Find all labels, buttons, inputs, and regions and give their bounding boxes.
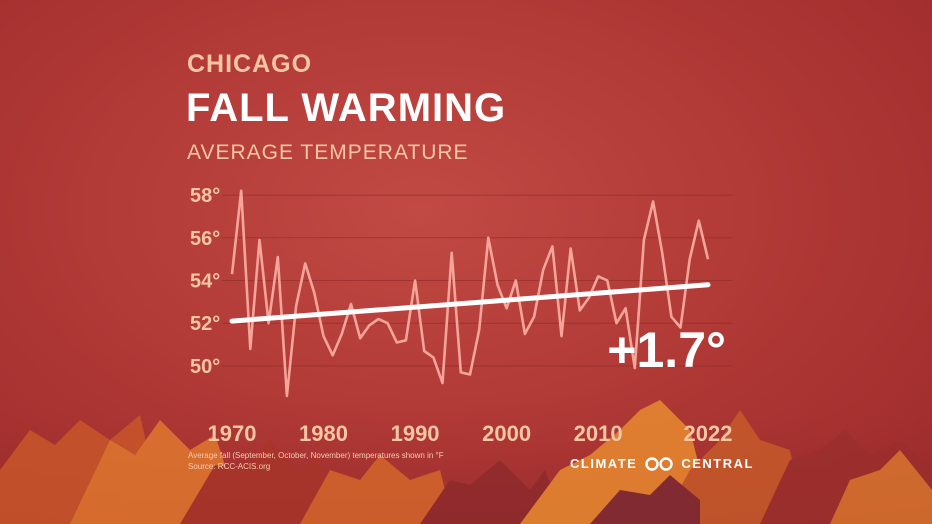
y-tick-label-50: 50° [190, 356, 220, 378]
warming-change-label: +1.7° [607, 322, 726, 378]
x-tick-label-1990: 1990 [391, 421, 440, 446]
page-title: FALL WARMING [186, 86, 507, 130]
x-tick-label-2000: 2000 [482, 421, 531, 446]
footnote-source: Source: RCC-ACIS.org [188, 462, 271, 471]
x-tick-label-1970: 1970 [208, 421, 257, 446]
x-tick-label-1980: 1980 [299, 421, 348, 446]
trend-line [229, 282, 711, 324]
city-label: CHICAGO [187, 50, 313, 78]
climate-central-logo: CLIMATE CENTRAL [570, 456, 754, 471]
x-tick-label-2010: 2010 [574, 421, 623, 446]
x-tick-label-2022: 2022 [684, 421, 733, 446]
brand-right-text: CENTRAL [681, 456, 754, 471]
footnote: Average fall (September, October, Novemb… [188, 450, 444, 472]
footnote-description: Average fall (September, October, Novemb… [188, 451, 444, 460]
infinity-logo-icon [645, 456, 674, 471]
chart-subtitle: AVERAGE TEMPERATURE [187, 141, 469, 164]
y-tick-label-52: 52° [190, 313, 220, 335]
y-tick-label-56: 56° [190, 228, 220, 250]
brand-left-text: CLIMATE [570, 456, 638, 471]
y-tick-label-54: 54° [190, 271, 220, 293]
y-tick-label-58: 58° [190, 185, 220, 207]
